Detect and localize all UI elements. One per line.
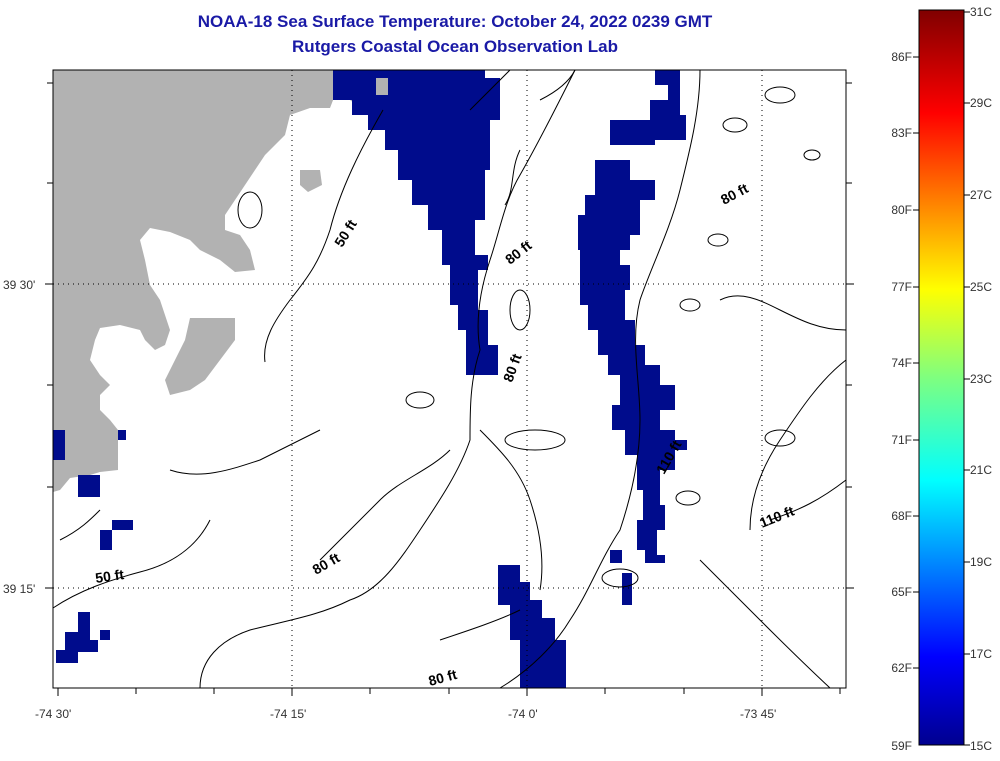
lon-label: -74 30': [35, 707, 71, 721]
colorbar-c-label: 21C: [970, 463, 992, 477]
map-plot-area: 50 ft 80 ft 80 ft 80 ft 110 ft 110 ft 50…: [3, 69, 854, 721]
land-area: [53, 70, 335, 492]
colorbar-f-label: 68F: [891, 509, 912, 523]
colorbar-c-label: 31C: [970, 5, 992, 19]
lat-lon-grid: [53, 70, 846, 688]
colorbar-f-label: 80F: [891, 203, 912, 217]
lon-label: -74 15': [270, 707, 306, 721]
colorbar-c-label: 27C: [970, 188, 992, 202]
colorbar-f-label: 65F: [891, 585, 912, 599]
colorbar-c-label: 29C: [970, 96, 992, 110]
colorbar-f-label: 71F: [891, 433, 912, 447]
map-subtitle: Rutgers Coastal Ocean Observation Lab: [292, 37, 618, 56]
map-title: NOAA-18 Sea Surface Temperature: October…: [197, 12, 713, 31]
axis-labels: 39 30' 39 15' -74 30' -74 15' -74 0' -73…: [3, 278, 776, 721]
map-ticks: [45, 82, 854, 696]
depth-label: 50 ft: [94, 566, 125, 586]
lon-label: -73 45': [740, 707, 776, 721]
colorbar-f-label: 83F: [891, 126, 912, 140]
colorbar-c-label: 23C: [970, 372, 992, 386]
lon-label: -74 0': [508, 707, 538, 721]
colorbar-scale: [918, 9, 965, 746]
cold-water-pixels: [53, 70, 687, 688]
colorbar-f-label: 86F: [891, 50, 912, 64]
depth-label: 80 ft: [427, 666, 459, 689]
colorbar-c-label: 19C: [970, 555, 992, 569]
colorbar-f-label: 62F: [891, 661, 912, 675]
colorbar-c-label: 15C: [970, 739, 992, 753]
lat-label: 39 30': [3, 278, 35, 292]
colorbar-f-label: 59F: [891, 739, 912, 753]
depth-contours: [52, 69, 847, 689]
colorbar-f-label: 74F: [891, 356, 912, 370]
colorbar-c-label: 25C: [970, 280, 992, 294]
temperature-colorbar: 86F 83F 80F 77F 74F 71F 68F 65F 62F 59F …: [891, 5, 992, 753]
colorbar-c-label: 17C: [970, 647, 992, 661]
colorbar-f-label: 77F: [891, 280, 912, 294]
lat-label: 39 15': [3, 582, 35, 596]
contour-islands: [237, 86, 821, 588]
